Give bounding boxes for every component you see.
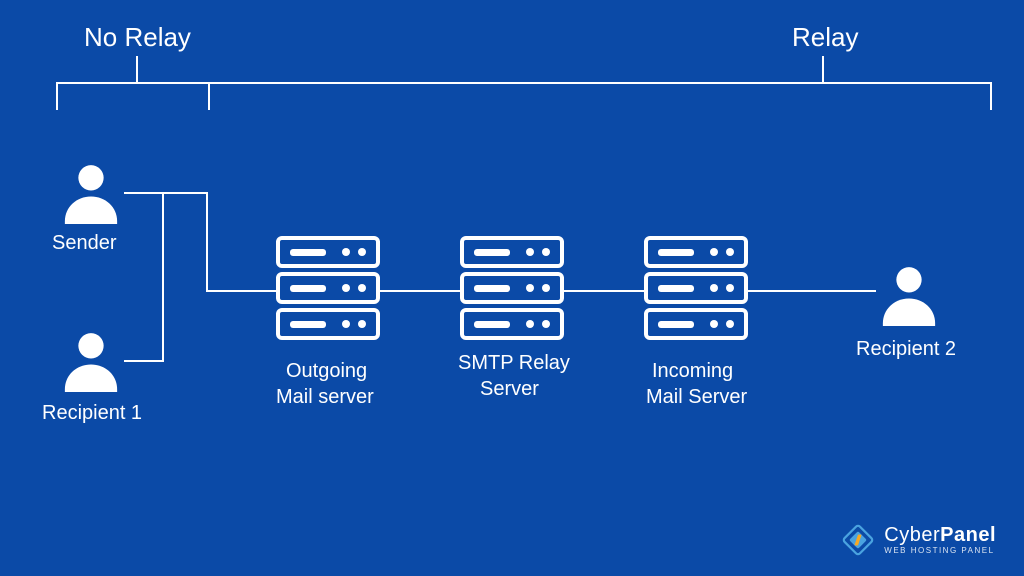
edge [124,192,208,194]
bracket-norelay-tick [136,56,138,82]
outgoing-label-1: Outgoing [286,360,367,383]
recipient2-label: Recipient 2 [856,338,956,361]
server-icon [460,236,564,340]
incoming-label-1: Incoming [652,360,733,383]
diagram-canvas: No Relay Relay Sender Recipient 1 Recipi… [0,0,1024,576]
edge [380,290,460,292]
recipient1-label: Recipient 1 [42,402,142,425]
bracket-right-tick [990,82,992,110]
smtp-label-2: Server [480,378,539,401]
edge [748,290,876,292]
edge [206,290,276,292]
bracket-divider-tick [208,82,210,110]
bracket-horizontal [56,82,992,84]
logo-name-light: Cyber [884,524,940,546]
bracket-left-tick [56,82,58,110]
incoming-label-2: Mail Server [646,386,747,409]
server-icon [276,236,380,340]
server-icon [644,236,748,340]
outgoing-label-2: Mail server [276,386,374,409]
edge [206,192,208,292]
edge [124,360,164,362]
bracket-relay-tick [822,56,824,82]
person-icon [58,158,124,224]
header-no-relay: No Relay [84,22,191,53]
person-icon [876,260,942,326]
sender-label: Sender [52,232,117,255]
header-relay: Relay [792,22,858,53]
logo-icon [840,522,876,558]
person-icon [58,326,124,392]
smtp-label-1: SMTP Relay [458,352,570,375]
brand-logo: CyberPanel WEB HOSTING PANEL [840,522,996,558]
edge [162,192,164,362]
edge [564,290,644,292]
logo-name-bold: Panel [940,524,996,546]
logo-tagline: WEB HOSTING PANEL [884,547,996,555]
